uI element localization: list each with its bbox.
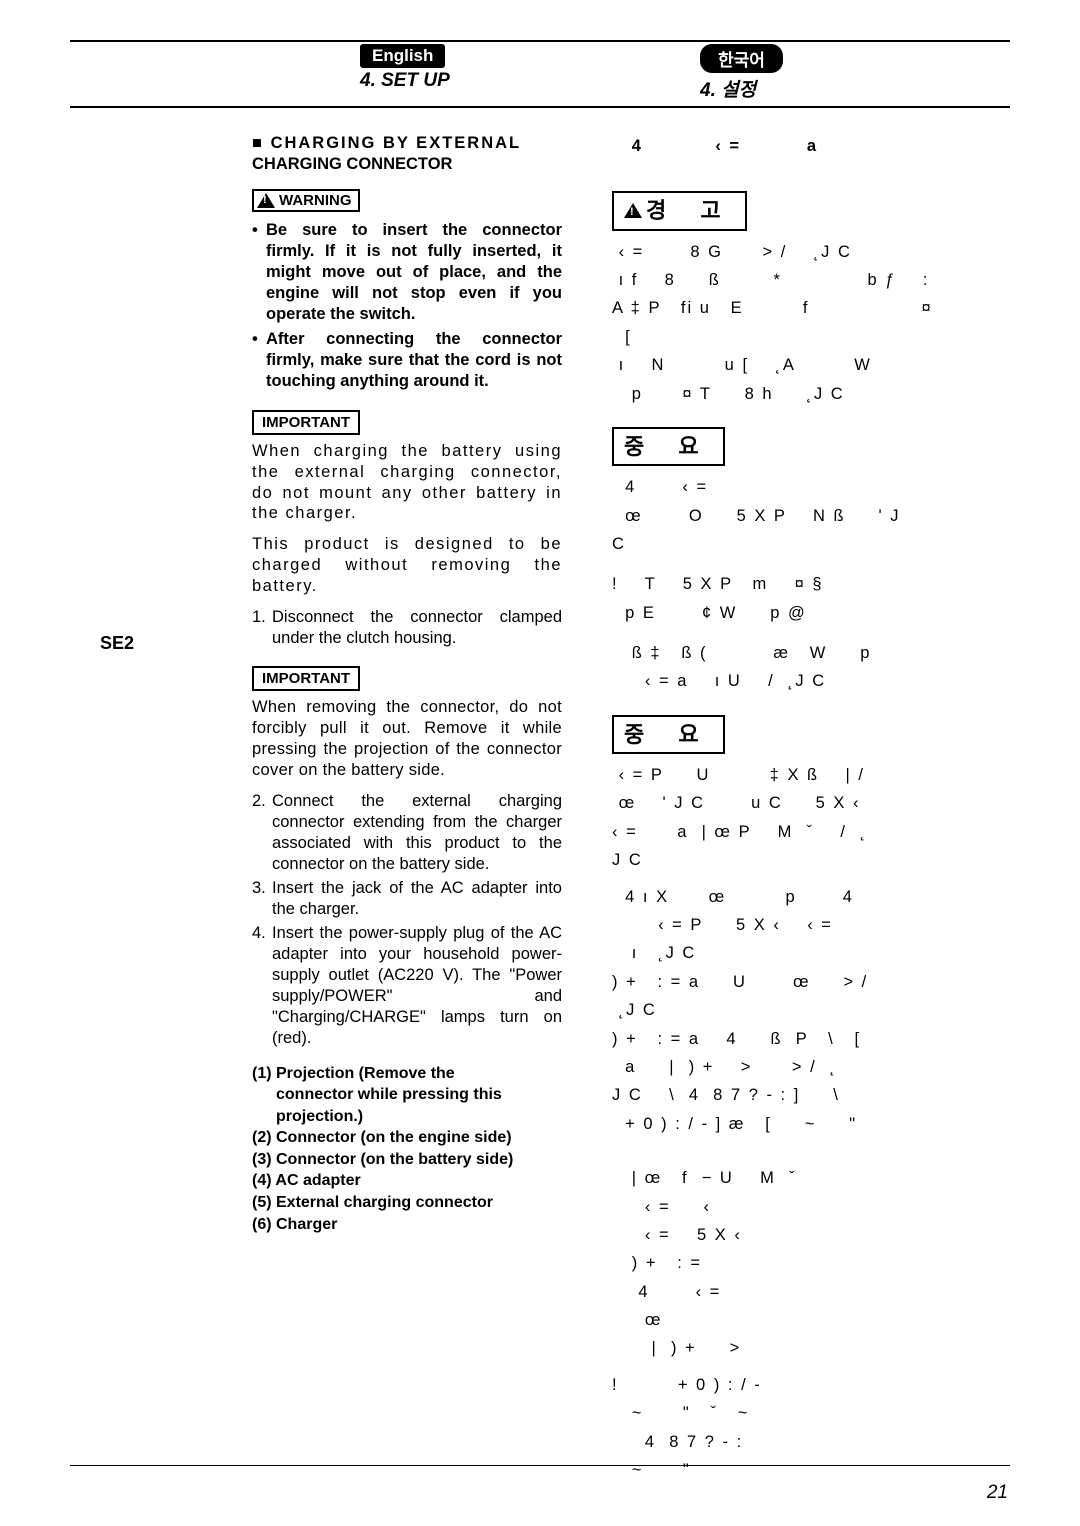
korean-column: 4 ‹ = a 경 고 ‹ = 8 G > / ˛J C ı f 8 ß * b… [612,133,942,1493]
lang-kr-badge: 한국어 [700,44,783,73]
heading-line2: CHARGING CONNECTOR [252,155,452,173]
step-3: Insert the jack of the AC adapter into t… [272,878,562,920]
warning-icon [624,203,642,218]
important-text-1: When charging the battery using the exte… [252,441,562,525]
important-box-2: IMPORTANT [252,666,360,691]
page-number: 21 [987,1482,1008,1504]
kr-top: 4 ‹ = a [612,133,942,159]
important-text-2: When removing the connector, do not forc… [252,697,562,781]
step-2: Connect the external charging connector … [272,791,562,875]
kr-important-box-2: 중 요 [612,715,725,754]
lang-en-badge: English [360,44,445,68]
warn-bullet-1: Be sure to insert the connector firmly. … [266,220,562,325]
important-box-1: IMPORTANT [252,410,360,435]
warning-icon [257,193,275,208]
title-en: 4. SET UP [360,70,700,92]
warn-bullet-2: After connecting the connector firmly, m… [266,329,562,392]
warning-box: WARNING [252,189,360,212]
english-column: CHARGING BY EXTERNAL CHARGING CONNECTOR … [252,133,562,1493]
title-kr: 4. 설정 [700,75,1000,102]
design-text: This product is designed to be charged w… [252,534,562,597]
warning-label: WARNING [279,191,352,210]
step-4: Insert the power-supply plug of the AC a… [272,923,562,1049]
kr-important-box-1: 중 요 [612,427,725,466]
kr-warning-box: 경 고 [612,191,747,230]
heading-line1: CHARGING BY EXTERNAL [252,134,521,152]
step-1: Disconnect the connector clamped under t… [272,607,562,649]
parts-list: (1) Projection (Remove the connector whi… [252,1063,562,1236]
se2-label: SE2 [100,633,252,654]
